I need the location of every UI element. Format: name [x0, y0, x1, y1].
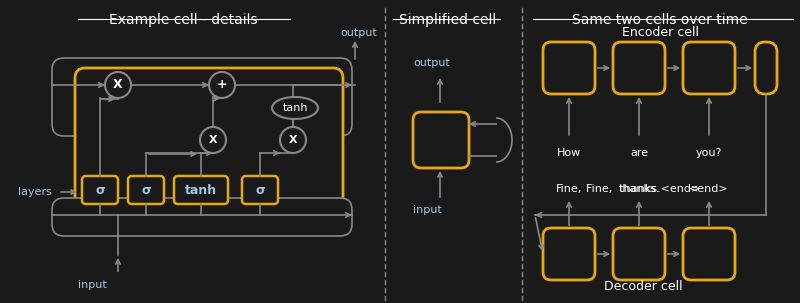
FancyBboxPatch shape: [242, 176, 278, 204]
Text: Decoder cell: Decoder cell: [604, 280, 682, 293]
Circle shape: [280, 127, 306, 153]
FancyBboxPatch shape: [82, 176, 118, 204]
Text: you?: you?: [696, 148, 722, 158]
FancyBboxPatch shape: [613, 42, 665, 94]
Text: σ: σ: [255, 184, 265, 197]
Text: How: How: [557, 148, 581, 158]
FancyBboxPatch shape: [75, 68, 343, 216]
Text: X: X: [209, 135, 218, 145]
Text: are: are: [630, 148, 648, 158]
Ellipse shape: [272, 97, 318, 119]
FancyBboxPatch shape: [128, 176, 164, 204]
FancyBboxPatch shape: [174, 176, 228, 204]
FancyBboxPatch shape: [543, 228, 595, 280]
FancyBboxPatch shape: [613, 228, 665, 280]
FancyBboxPatch shape: [683, 228, 735, 280]
Text: tanh: tanh: [185, 184, 217, 197]
Text: Encoder cell: Encoder cell: [622, 26, 698, 39]
FancyBboxPatch shape: [683, 42, 735, 94]
FancyBboxPatch shape: [413, 112, 469, 168]
Text: Example cell - details: Example cell - details: [109, 13, 258, 27]
Text: Fine,  thanks.<end>: Fine, thanks.<end>: [586, 184, 700, 194]
Text: input: input: [78, 280, 106, 290]
Text: layers: layers: [18, 187, 52, 197]
Text: X: X: [113, 78, 123, 92]
Text: output: output: [340, 28, 377, 38]
Text: thanks.: thanks.: [618, 184, 660, 194]
FancyBboxPatch shape: [52, 198, 352, 236]
FancyBboxPatch shape: [543, 42, 595, 94]
Text: X: X: [289, 135, 298, 145]
Circle shape: [105, 72, 131, 98]
FancyBboxPatch shape: [52, 58, 352, 136]
FancyBboxPatch shape: [755, 42, 777, 94]
Circle shape: [200, 127, 226, 153]
Text: +: +: [217, 78, 227, 92]
Text: σ: σ: [95, 184, 105, 197]
Text: output: output: [413, 58, 450, 68]
Text: Simplified cell: Simplified cell: [399, 13, 497, 27]
Text: input: input: [413, 205, 442, 215]
Text: tanh: tanh: [282, 103, 308, 113]
Text: σ: σ: [141, 184, 151, 197]
Text: Same two cells over time: Same two cells over time: [572, 13, 748, 27]
Circle shape: [209, 72, 235, 98]
Text: <end>: <end>: [689, 184, 729, 194]
Text: Fine,: Fine,: [556, 184, 582, 194]
